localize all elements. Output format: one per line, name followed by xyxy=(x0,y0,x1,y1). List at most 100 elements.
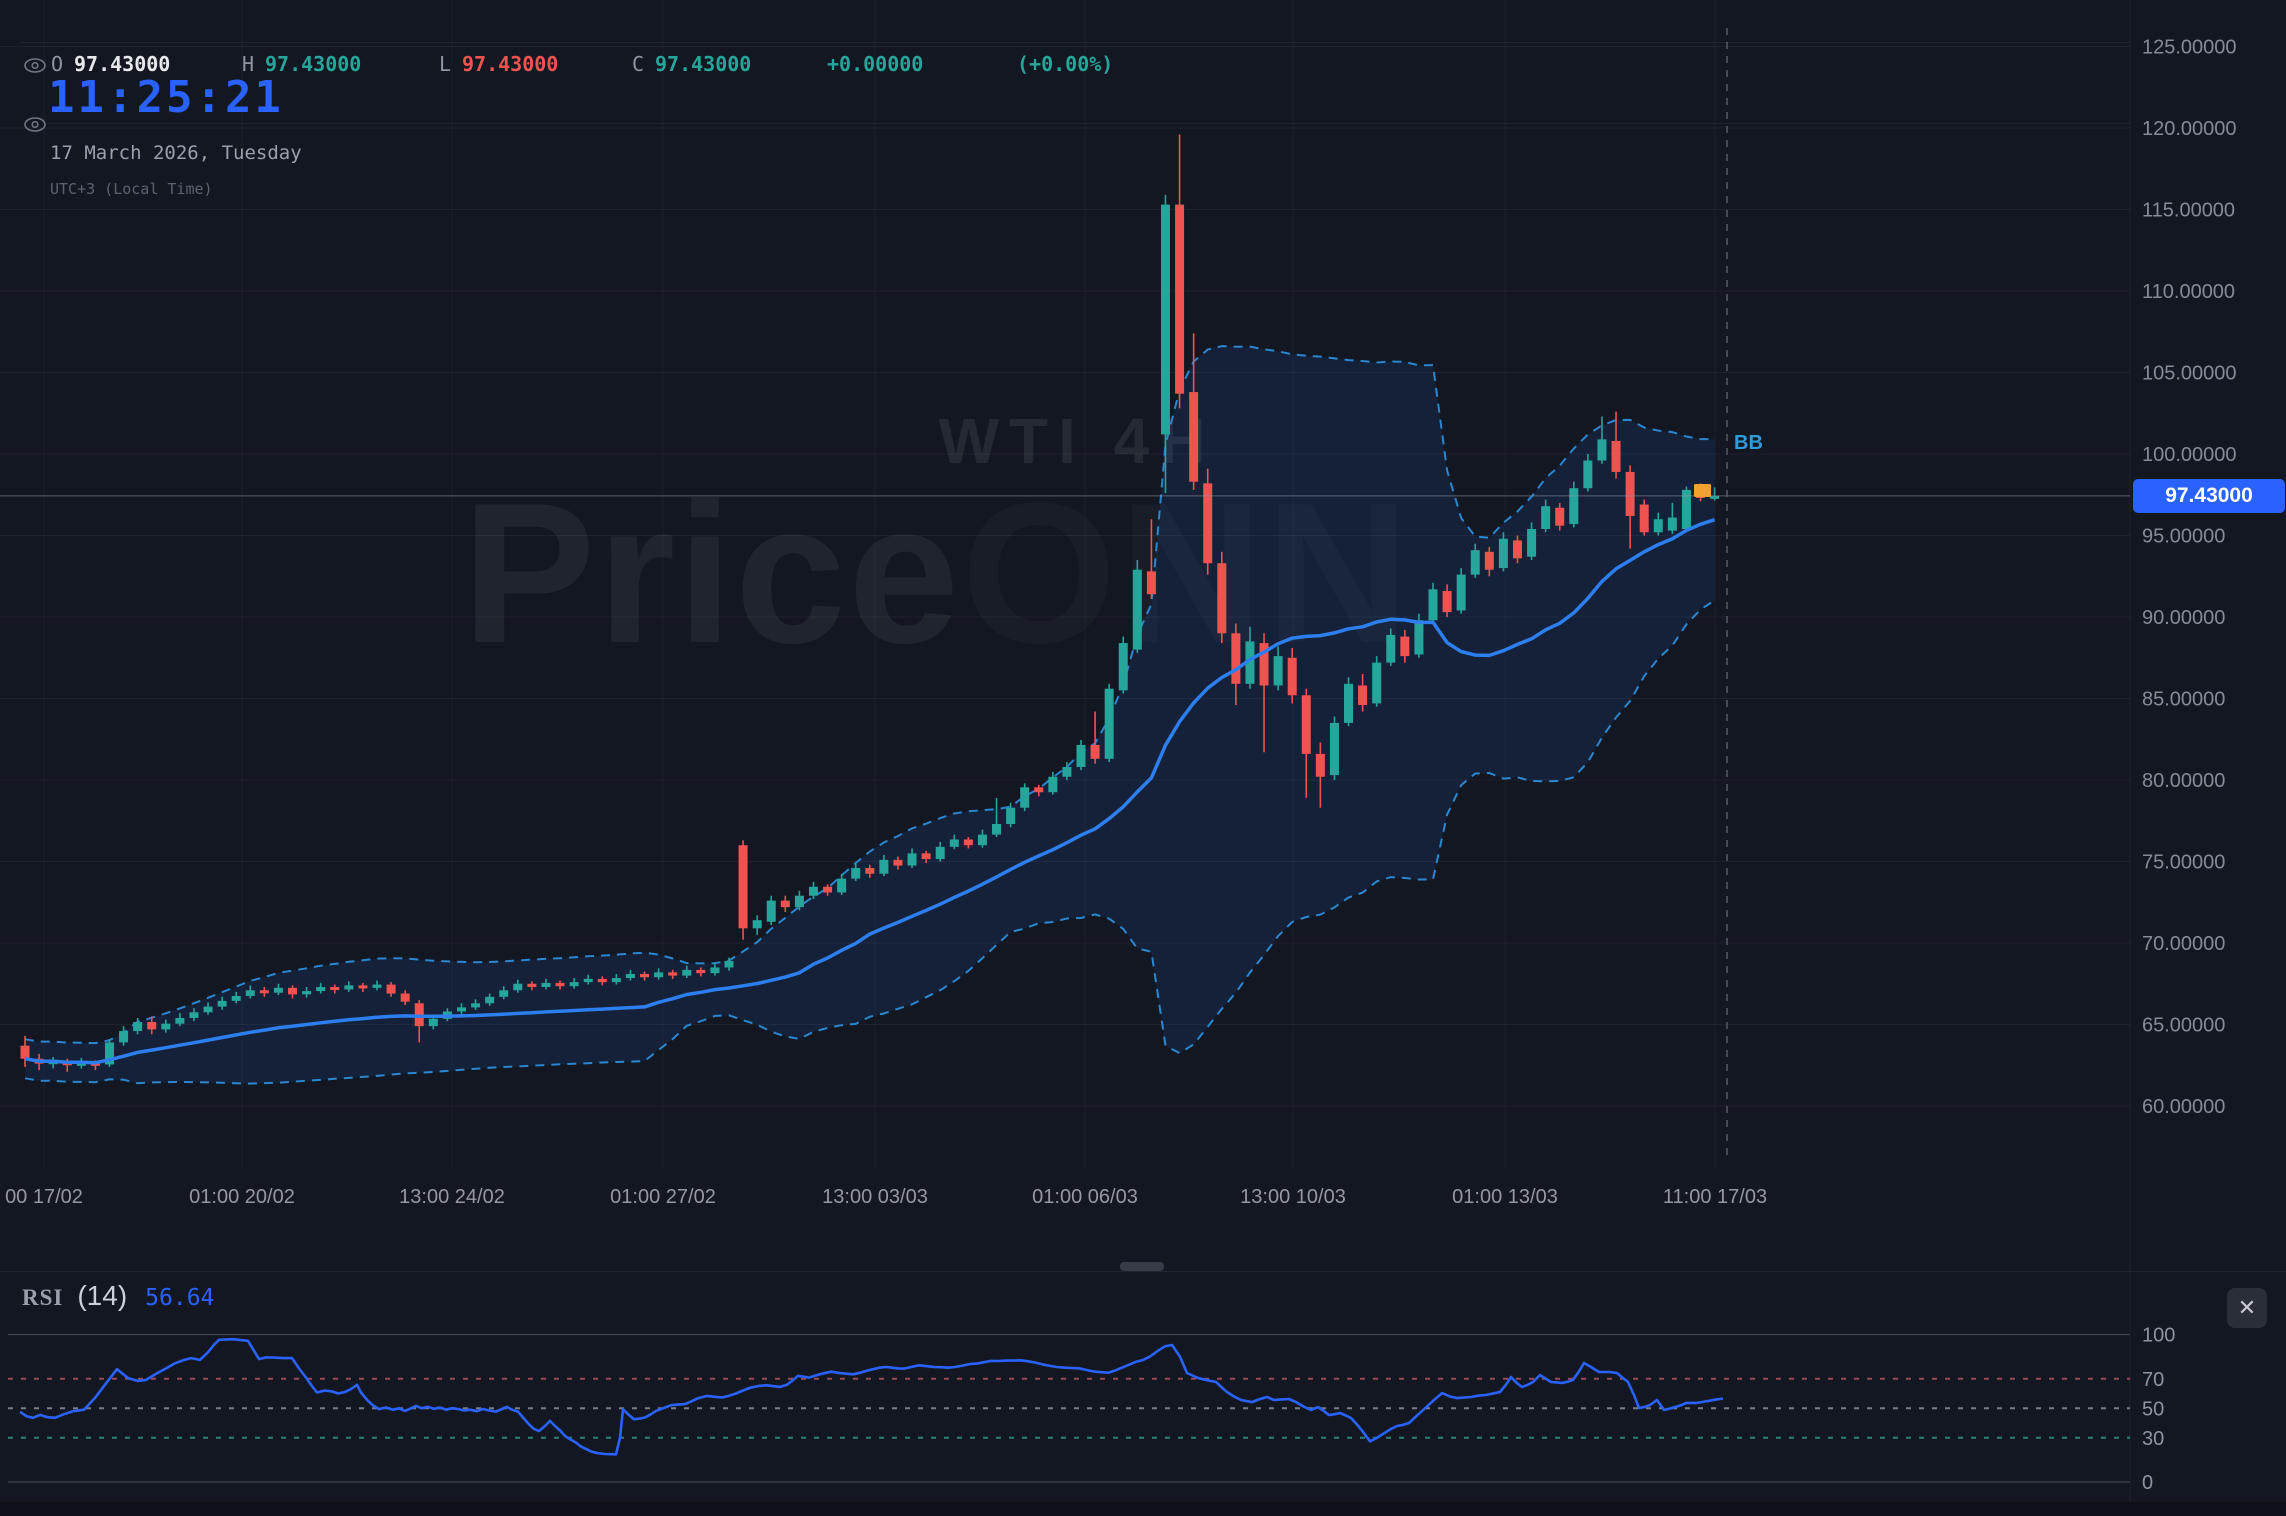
candle-body xyxy=(358,985,368,989)
candle-body xyxy=(1259,643,1269,686)
candle-body xyxy=(780,900,790,908)
grid-layer xyxy=(0,46,2130,1107)
time-axis[interactable]: 00 17/02 01:00 20/02 13:00 24/02 01:00 27/0… xyxy=(5,1186,1767,1208)
candle-body xyxy=(696,969,706,974)
session-clock: 11:25:21 xyxy=(48,72,284,123)
ohlc-visibility-eye-icon[interactable] xyxy=(23,57,47,74)
candle-body xyxy=(921,853,931,860)
candle-body xyxy=(963,839,973,846)
candle-body xyxy=(682,969,692,976)
candle-body xyxy=(1442,590,1452,613)
rsi-panel[interactable]: 100 70 50 30 0 xyxy=(8,1325,2175,1495)
candle-body xyxy=(1569,488,1579,525)
candle-body xyxy=(1498,538,1508,569)
high-value: 97.43000 xyxy=(265,52,362,76)
candle-body xyxy=(1006,807,1016,825)
candle-body xyxy=(977,834,987,846)
rsi-level-label: 100 xyxy=(2142,1325,2175,1347)
candle-body xyxy=(231,995,241,1001)
candle-body xyxy=(907,853,917,866)
rsi-period: (14) xyxy=(77,1280,128,1311)
candle-body xyxy=(654,972,664,978)
candle-body xyxy=(1062,766,1072,777)
candle-body xyxy=(1245,641,1255,684)
candle-body xyxy=(513,983,523,991)
candle-body xyxy=(1414,620,1424,655)
rsi-close-button[interactable]: ✕ xyxy=(2227,1288,2267,1328)
candle-body xyxy=(1611,440,1621,472)
candle-body xyxy=(471,1003,481,1008)
candle-body xyxy=(1667,517,1677,531)
candle-body xyxy=(992,824,1002,835)
candle-body xyxy=(766,900,776,922)
candle-body xyxy=(133,1022,143,1032)
candle-body xyxy=(1555,507,1565,526)
candle-body xyxy=(865,868,875,874)
candle-body xyxy=(175,1017,185,1024)
time-tick-label: 01:00 20/02 xyxy=(189,1186,295,1208)
candle-body xyxy=(823,886,833,893)
candle-body xyxy=(1639,504,1649,533)
candle-body xyxy=(1597,439,1607,461)
candle-body xyxy=(499,990,509,997)
candle-body xyxy=(738,845,748,929)
candles-layer xyxy=(20,134,1720,1072)
candle-body xyxy=(808,886,818,896)
candle-body xyxy=(527,983,537,988)
price-tick-label: 95.00000 xyxy=(2142,526,2225,548)
price-tick-label: 75.00000 xyxy=(2142,852,2225,874)
ohlc-legend: O 97.43000 H 97.43000 L 97.43000 C 97.43… xyxy=(0,52,1200,78)
candle-body xyxy=(611,978,621,983)
change-value: +0.00000 xyxy=(827,52,924,76)
bollinger-band-label: BB xyxy=(1734,432,1763,454)
candle-body xyxy=(794,895,804,908)
candle-body xyxy=(1132,569,1142,650)
order-marker[interactable] xyxy=(1694,484,1711,497)
bottom-strip xyxy=(0,1502,2286,1516)
bb-fill xyxy=(25,346,1715,1084)
candle-body xyxy=(555,982,565,987)
candle-body xyxy=(935,846,945,860)
price-tick-label: 60.00000 xyxy=(2142,1096,2225,1118)
candle-body xyxy=(316,987,326,992)
close-icon: ✕ xyxy=(2237,1295,2257,1320)
time-tick-label: 01:00 06/03 xyxy=(1032,1186,1138,1208)
open-label: O xyxy=(51,52,64,76)
legend-separator-top xyxy=(20,42,2130,43)
candle-body xyxy=(428,1018,438,1027)
legend-separator-clock xyxy=(48,123,2130,124)
candle-body xyxy=(1386,634,1396,663)
low-label: L xyxy=(439,52,452,76)
candle-body xyxy=(1372,662,1382,704)
pane-divider xyxy=(0,1271,2286,1272)
candle-body xyxy=(386,984,396,994)
candle-body xyxy=(851,868,861,879)
pane-resize-handle[interactable] xyxy=(1120,1262,1164,1271)
clock-visibility-eye-icon[interactable] xyxy=(23,116,47,133)
candle-body xyxy=(640,973,650,978)
candle-body xyxy=(1048,776,1058,793)
candle-body xyxy=(569,982,579,987)
candle-body xyxy=(837,878,847,893)
low-value: 97.43000 xyxy=(462,52,559,76)
candle-body xyxy=(1118,643,1128,691)
candle-body xyxy=(625,973,635,979)
candle-body xyxy=(1541,506,1551,529)
candle-body xyxy=(1076,744,1086,767)
time-tick-label: 13:00 24/02 xyxy=(399,1186,505,1208)
rsi-level-label: 50 xyxy=(2142,1398,2164,1420)
rsi-level-label: 0 xyxy=(2142,1472,2153,1494)
price-axis[interactable]: 125.00000 120.00000 115.00000 110.00000 105.… xyxy=(2142,37,2237,1119)
candle-body xyxy=(245,990,255,996)
candle-body xyxy=(1020,787,1030,808)
price-tick-label: 65.00000 xyxy=(2142,1015,2225,1037)
time-tick-label: 00 17/02 xyxy=(5,1186,83,1208)
rsi-level-label: 30 xyxy=(2142,1428,2164,1450)
price-tick-label: 120.00000 xyxy=(2142,118,2237,140)
candle-body xyxy=(1470,550,1480,575)
time-tick-label: 01:00 13/03 xyxy=(1452,1186,1558,1208)
price-tick-label: 80.00000 xyxy=(2142,770,2225,792)
